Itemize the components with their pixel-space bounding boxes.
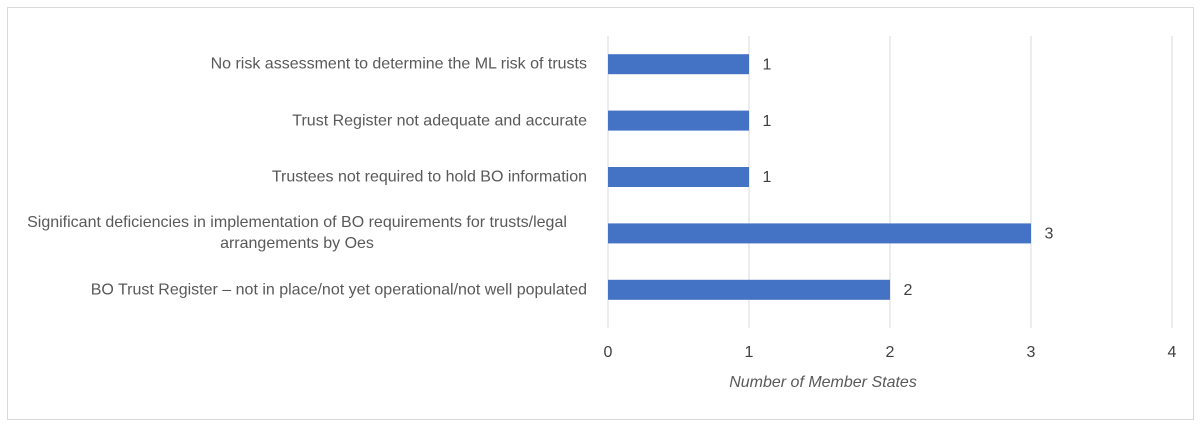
data-label: 1 <box>763 169 772 186</box>
y-tick-label: Trust Register not adequate and accurate <box>292 112 587 130</box>
x-tick-label: 4 <box>1168 344 1177 361</box>
bar <box>608 223 1031 244</box>
y-tick-label: Significant deficiencies in implementati… <box>27 214 567 253</box>
x-tick-label: 3 <box>1027 344 1036 361</box>
x-axis-title: Number of Member States <box>729 374 917 391</box>
category-label-box: Significant deficiencies in implementati… <box>7 212 587 254</box>
chart-border <box>7 7 1194 420</box>
data-label: 2 <box>904 282 913 299</box>
bar <box>608 279 890 300</box>
y-tick-label: No risk assessment to determine the ML r… <box>210 55 587 73</box>
data-label: 1 <box>763 113 772 130</box>
category-label-box: Trustees not required to hold BO informa… <box>7 167 587 188</box>
bar <box>608 54 749 75</box>
data-label: 3 <box>1045 226 1054 243</box>
category-label-box: BO Trust Register – not in place/not yet… <box>7 279 587 300</box>
x-tick-label: 1 <box>745 344 754 361</box>
y-tick-label: Trustees not required to hold BO informa… <box>271 168 587 186</box>
category-label-box: Trust Register not adequate and accurate <box>7 110 587 131</box>
bar <box>608 110 749 131</box>
data-label: 1 <box>763 56 772 73</box>
category-label-box: No risk assessment to determine the ML r… <box>7 54 587 75</box>
x-tick-label: 2 <box>886 344 895 361</box>
y-tick-label: BO Trust Register – not in place/not yet… <box>90 281 587 299</box>
x-tick-label: 0 <box>604 344 613 361</box>
bar <box>608 167 749 187</box>
